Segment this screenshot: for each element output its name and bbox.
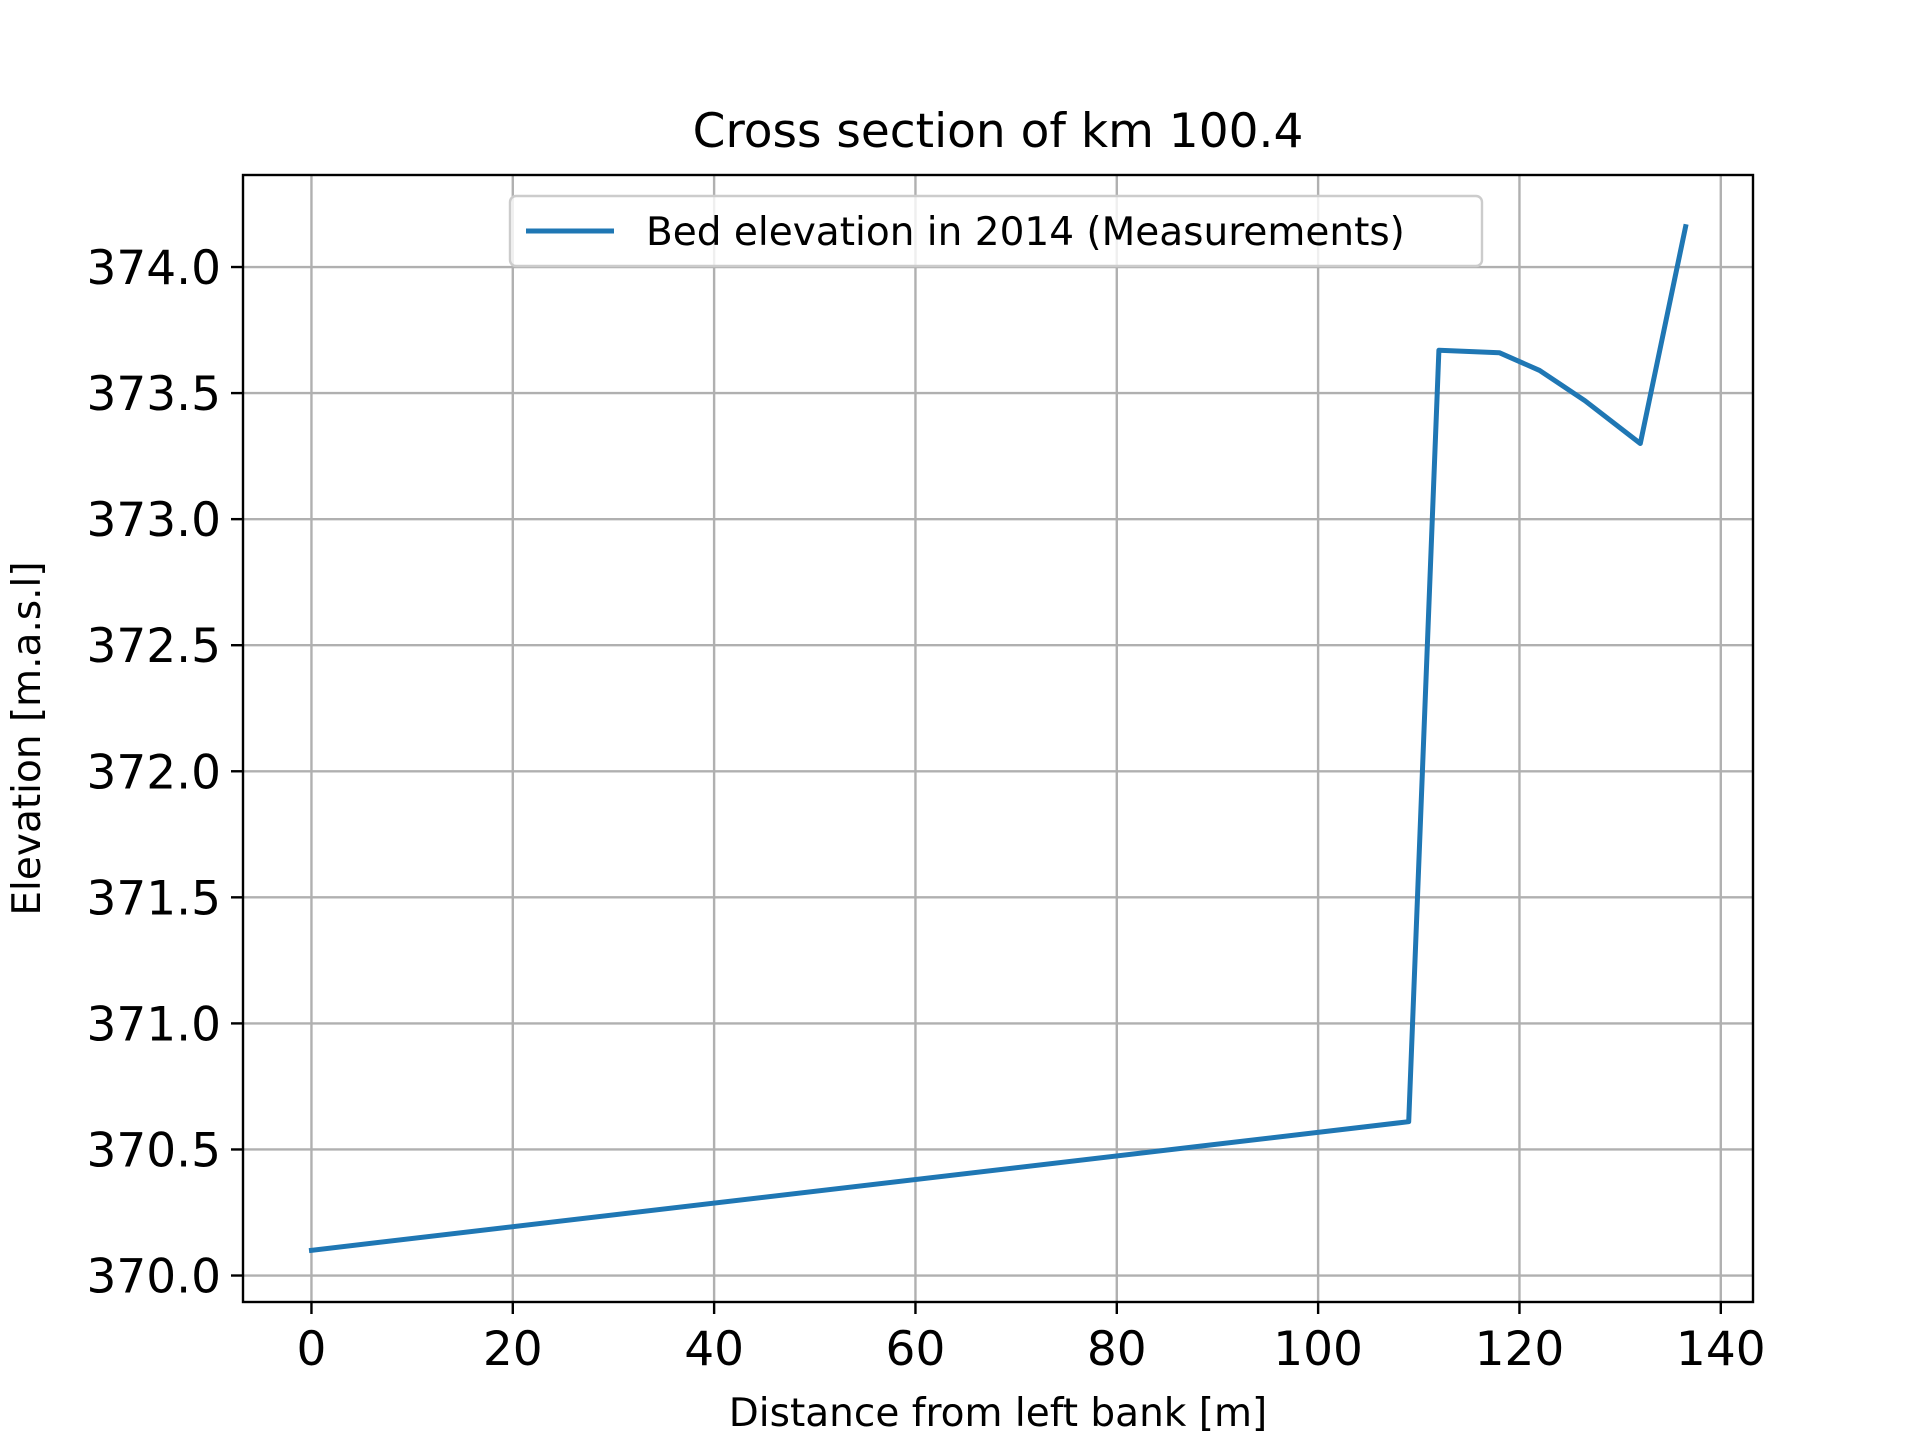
x-tick-label: 60	[886, 1322, 946, 1377]
y-tick-label: 372.5	[86, 619, 221, 674]
plot-frame	[241, 173, 1755, 1304]
chart-title: Cross section of km 100.4	[693, 104, 1304, 159]
x-tick-label: 0	[297, 1322, 327, 1377]
x-tick-label: 80	[1087, 1322, 1147, 1377]
y-tick-label: 372.0	[86, 745, 221, 800]
y-axis-label: Elevation [m.a.s.l]	[5, 561, 50, 915]
legend: Bed elevation in 2014 (Measurements)	[508, 194, 1484, 268]
y-tick-label: 373.0	[86, 493, 221, 548]
axis-ticks: 0 20 40 60 80 100 120 140 370.0 370.5 371.0 371.5 37…	[86, 241, 1765, 1377]
y-tick-label: 374.0	[86, 241, 221, 296]
x-tick-label: 40	[684, 1322, 744, 1377]
y-tick-label: 371.0	[86, 997, 221, 1052]
x-tick-label: 120	[1475, 1322, 1565, 1377]
x-axis-label: Distance from left bank [m]	[729, 1391, 1267, 1436]
y-tick-label: 370.0	[86, 1250, 221, 1305]
x-tick-label: 20	[483, 1322, 543, 1377]
x-tick-label: 100	[1273, 1322, 1363, 1377]
series-line	[308, 223, 1689, 1254]
y-tick-label: 370.5	[86, 1123, 221, 1178]
legend-box	[508, 194, 1484, 268]
series-layer	[308, 223, 1689, 1254]
y-tick-label: 373.5	[86, 367, 221, 422]
y-tick-label: 371.5	[86, 871, 221, 926]
x-tick-label: 140	[1676, 1322, 1766, 1377]
legend-entry: Bed elevation in 2014 (Measurements)	[646, 210, 1405, 255]
grid	[243, 175, 1753, 1302]
